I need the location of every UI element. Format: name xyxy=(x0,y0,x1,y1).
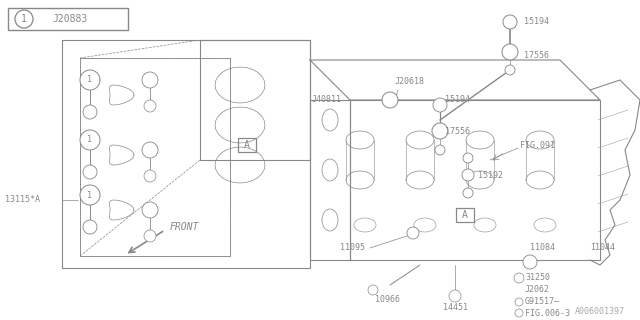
Text: FIG.006-3: FIG.006-3 xyxy=(525,308,570,317)
Circle shape xyxy=(462,169,474,181)
Circle shape xyxy=(505,65,515,75)
Text: 17556: 17556 xyxy=(524,52,549,60)
Text: G91517—: G91517— xyxy=(525,298,560,307)
Text: J20618: J20618 xyxy=(395,77,425,86)
Circle shape xyxy=(515,309,523,317)
Circle shape xyxy=(83,105,97,119)
Circle shape xyxy=(515,298,523,306)
Circle shape xyxy=(80,130,100,150)
Circle shape xyxy=(435,145,445,155)
Text: I1044: I1044 xyxy=(590,244,615,252)
Circle shape xyxy=(463,153,473,163)
Circle shape xyxy=(382,92,398,108)
Bar xyxy=(200,40,310,160)
Text: 1: 1 xyxy=(88,190,93,199)
Circle shape xyxy=(523,255,537,269)
Text: A: A xyxy=(244,140,250,150)
Text: J20883: J20883 xyxy=(52,14,88,24)
Circle shape xyxy=(83,165,97,179)
Circle shape xyxy=(514,273,524,283)
Text: 15194: 15194 xyxy=(524,18,549,27)
Text: 10966: 10966 xyxy=(375,295,400,305)
Circle shape xyxy=(15,10,33,28)
Text: J2062: J2062 xyxy=(525,285,550,294)
Bar xyxy=(456,208,474,222)
Text: FRONT: FRONT xyxy=(170,222,200,232)
Circle shape xyxy=(142,72,158,88)
Circle shape xyxy=(368,285,378,295)
Circle shape xyxy=(449,290,461,302)
Text: A: A xyxy=(462,210,468,220)
Circle shape xyxy=(142,202,158,218)
Text: 11095: 11095 xyxy=(340,244,365,252)
Text: FIG.091: FIG.091 xyxy=(520,140,555,149)
Circle shape xyxy=(433,98,447,112)
Circle shape xyxy=(502,44,518,60)
Text: 1: 1 xyxy=(88,135,93,145)
Bar xyxy=(8,8,128,30)
Text: 13115*A: 13115*A xyxy=(5,196,40,204)
Bar xyxy=(62,40,310,268)
Circle shape xyxy=(463,188,473,198)
Text: 1: 1 xyxy=(88,76,93,84)
Circle shape xyxy=(142,142,158,158)
Circle shape xyxy=(80,185,100,205)
Text: 15192: 15192 xyxy=(478,171,503,180)
Circle shape xyxy=(144,100,156,112)
Text: 1: 1 xyxy=(21,14,27,24)
Circle shape xyxy=(503,15,517,29)
Text: 11084: 11084 xyxy=(530,244,555,252)
Text: J40811: J40811 xyxy=(312,95,342,105)
Circle shape xyxy=(83,220,97,234)
Bar xyxy=(238,138,256,152)
Text: 17556: 17556 xyxy=(445,127,470,137)
Text: 15194: 15194 xyxy=(445,95,470,105)
Circle shape xyxy=(432,123,448,139)
Circle shape xyxy=(407,227,419,239)
Text: 31250: 31250 xyxy=(525,274,550,283)
Text: A006001397: A006001397 xyxy=(575,308,625,316)
Bar xyxy=(80,58,230,256)
Text: 14451: 14451 xyxy=(442,303,467,313)
Circle shape xyxy=(144,170,156,182)
Circle shape xyxy=(144,230,156,242)
Circle shape xyxy=(80,70,100,90)
